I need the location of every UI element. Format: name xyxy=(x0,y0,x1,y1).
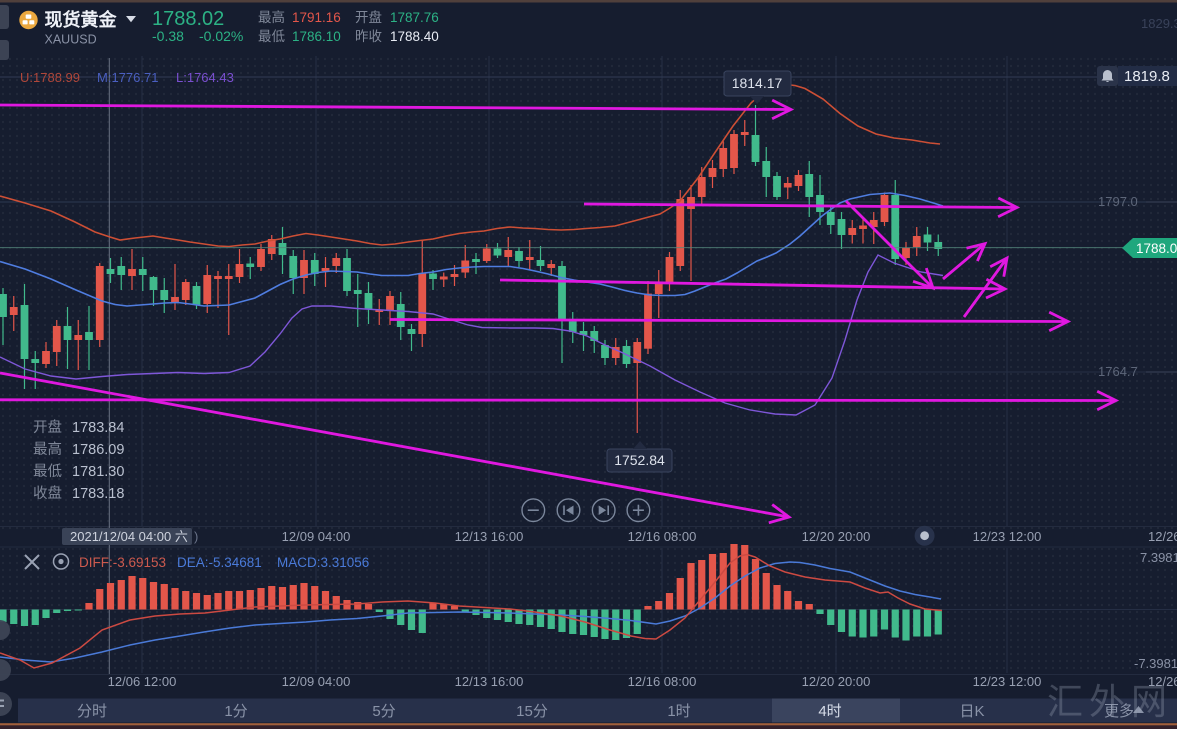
svg-text:最高: 最高 xyxy=(258,9,285,25)
svg-text:12/06 12:00: 12/06 12:00 xyxy=(108,674,177,689)
svg-text:): ) xyxy=(194,529,198,544)
svg-text:12/23 12:00: 12/23 12:00 xyxy=(973,674,1042,689)
svg-text:12/26: 12/26 xyxy=(1148,529,1177,544)
svg-text:12/20 20:00: 12/20 20:00 xyxy=(802,674,871,689)
svg-text:日K: 日K xyxy=(959,703,984,720)
svg-text:1791.16: 1791.16 xyxy=(292,10,341,25)
svg-text:1787.76: 1787.76 xyxy=(390,10,439,25)
svg-text:4时: 4时 xyxy=(818,703,841,720)
svg-text:12/13 16:00: 12/13 16:00 xyxy=(455,529,524,544)
svg-text:1819.8: 1819.8 xyxy=(1124,68,1170,85)
svg-text:1783.84: 1783.84 xyxy=(72,420,124,436)
svg-text:-7.3981: -7.3981 xyxy=(1134,656,1177,671)
svg-text:XAUUSD: XAUUSD xyxy=(45,33,97,47)
svg-text:开盘: 开盘 xyxy=(355,9,382,25)
svg-text:12/16 08:00: 12/16 08:00 xyxy=(628,674,697,689)
svg-text:1788.02: 1788.02 xyxy=(152,8,224,30)
svg-text:1797.0: 1797.0 xyxy=(1098,194,1138,209)
svg-text:L:1764.43: L:1764.43 xyxy=(176,70,234,85)
svg-text:分时: 分时 xyxy=(77,703,107,720)
svg-text:15分: 15分 xyxy=(516,703,548,720)
svg-text:1时: 1时 xyxy=(667,703,690,720)
svg-text:MACD:3.31056: MACD:3.31056 xyxy=(277,555,369,570)
svg-text:12/20 20:00: 12/20 20:00 xyxy=(802,529,871,544)
svg-text:DEA:-5.34681: DEA:-5.34681 xyxy=(177,555,262,570)
svg-text:12/13 16:00: 12/13 16:00 xyxy=(455,674,524,689)
svg-text:开盘: 开盘 xyxy=(33,418,62,436)
svg-text:12/09 04:00: 12/09 04:00 xyxy=(282,529,351,544)
svg-text:现货黄金: 现货黄金 xyxy=(45,9,118,30)
svg-text:1829.3: 1829.3 xyxy=(1141,16,1177,31)
svg-text:M:1776.71: M:1776.71 xyxy=(97,70,158,85)
svg-text:汇外网: 汇外网 xyxy=(1047,682,1173,722)
svg-text:最低: 最低 xyxy=(258,29,285,44)
svg-text:12/26: 12/26 xyxy=(1148,674,1177,689)
svg-text:12/09 04:00: 12/09 04:00 xyxy=(282,674,351,689)
svg-text:12/23 12:00: 12/23 12:00 xyxy=(973,529,1042,544)
svg-text:1781.30: 1781.30 xyxy=(72,464,124,480)
svg-text:1788.0: 1788.0 xyxy=(1136,241,1177,256)
svg-text:1分: 1分 xyxy=(224,703,247,720)
svg-text:-0.38: -0.38 xyxy=(152,28,184,44)
svg-text:1783.18: 1783.18 xyxy=(72,486,124,502)
svg-text:U:1788.99: U:1788.99 xyxy=(20,70,80,85)
svg-text:DIFF:-3.69153: DIFF:-3.69153 xyxy=(79,555,166,570)
svg-text:2021/12/04 04:00 六: 2021/12/04 04:00 六 xyxy=(70,529,188,544)
svg-text:7.3981: 7.3981 xyxy=(1140,550,1177,565)
svg-text:1752.84: 1752.84 xyxy=(614,452,665,468)
svg-text:更多: 更多 xyxy=(1104,703,1134,720)
svg-text:最低: 最低 xyxy=(33,463,62,480)
svg-text:最高: 最高 xyxy=(33,441,62,458)
svg-text:1786.10: 1786.10 xyxy=(292,29,341,44)
svg-text:5分: 5分 xyxy=(372,703,395,720)
svg-text:昨收: 昨收 xyxy=(355,29,382,44)
svg-text:1788.40: 1788.40 xyxy=(390,29,439,44)
svg-text:1786.09: 1786.09 xyxy=(72,442,124,458)
svg-text:收盘: 收盘 xyxy=(33,484,62,502)
svg-text:1764.7: 1764.7 xyxy=(1098,364,1138,379)
svg-text:1814.17: 1814.17 xyxy=(732,75,783,91)
svg-text:-0.02%: -0.02% xyxy=(199,28,243,44)
svg-text:12/16 08:00: 12/16 08:00 xyxy=(628,529,697,544)
